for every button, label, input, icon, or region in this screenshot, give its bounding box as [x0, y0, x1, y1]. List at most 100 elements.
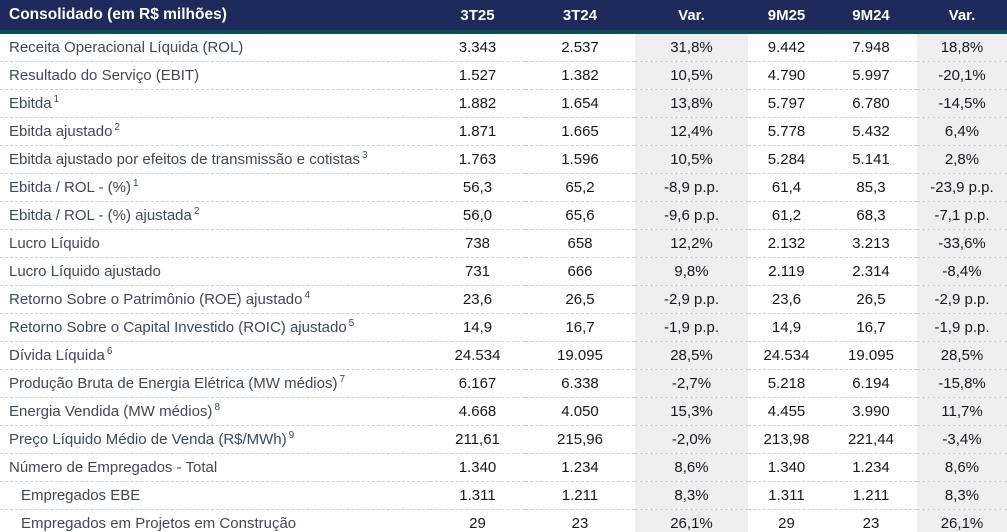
row-label: Empregados em Projetos em Construção: [0, 510, 430, 532]
value-cell: 5.432: [825, 117, 917, 146]
value-cell: 7.948: [825, 32, 917, 62]
value-cell: 5.284: [748, 145, 825, 174]
value-cell: 65,2: [525, 173, 635, 202]
row-label-text: Número de Empregados - Total: [9, 459, 218, 476]
footnote-marker: 7: [339, 374, 346, 385]
table-row: Empregados EBE 1.311 1.211 8,3% 1.311 1.211 8,…: [0, 481, 1007, 510]
column-header-var-ytd: Var.: [917, 0, 1007, 34]
row-label-text: Empregados em Projetos em Construção: [21, 515, 297, 532]
row-label-text: Dívida Líquida: [9, 347, 105, 364]
value-cell: 1.654: [525, 89, 635, 118]
value-cell: 1.596: [525, 145, 635, 174]
row-label: Número de Empregados - Total: [0, 453, 430, 482]
value-cell: 1.340: [748, 453, 825, 482]
variation-cell: 13,8%: [635, 89, 748, 118]
value-cell: 731: [430, 257, 525, 286]
row-label-text: Ebitda: [9, 95, 52, 112]
value-cell: 6.780: [825, 89, 917, 118]
value-cell: 3.343: [430, 32, 525, 62]
value-cell: 56,0: [430, 201, 525, 230]
value-cell: 1.382: [525, 61, 635, 90]
row-label: Preço Líquido Médio de Venda (R$/MWh) 9: [0, 425, 430, 454]
variation-cell: -8,4%: [917, 257, 1007, 286]
value-cell: 5.997: [825, 61, 917, 90]
column-header-3t25: 3T25: [430, 0, 525, 34]
footnote-marker: 2: [114, 122, 120, 133]
value-cell: 9.442: [748, 32, 825, 62]
variation-cell: 28,5%: [917, 341, 1007, 370]
footnote-marker: 8: [214, 402, 220, 413]
table-row: Ebitda / ROL - (%) 1 56,3 65,2 -8,9 p.p. 61,4…: [0, 173, 1007, 202]
table-row: Receita Operacional Líquida (ROL) 3.343 2.…: [0, 32, 1007, 62]
table-row: Ebitda / ROL - (%) ajustada 2 56,0 65,6 -9,6…: [0, 201, 1007, 230]
row-label: Resultado do Serviço (EBIT): [0, 61, 430, 90]
variation-cell: 10,5%: [635, 61, 748, 90]
variation-cell: -7,1 p.p.: [917, 201, 1007, 230]
value-cell: 1.311: [430, 481, 525, 510]
column-header-9m24: 9M24: [825, 0, 917, 34]
value-cell: 29: [469, 515, 486, 532]
variation-cell: -1,9 p.p.: [635, 313, 748, 342]
variation-cell: -23,9 p.p.: [917, 173, 1007, 202]
value-cell: 24.534: [748, 341, 825, 370]
variation-cell: -2,9 p.p.: [917, 285, 1007, 314]
table-row: Preço Líquido Médio de Venda (R$/MWh) 9 21…: [0, 425, 1007, 454]
value-cell: 4.668: [430, 397, 525, 426]
row-label: Lucro Líquido ajustado: [0, 257, 430, 286]
row-label: Empregados EBE: [0, 481, 430, 510]
value-cell: 23,6: [430, 285, 525, 314]
value-cell: 26,5: [825, 285, 917, 314]
row-label: Ebitda 1: [0, 89, 430, 118]
variation-cell: 26,1%: [635, 509, 748, 532]
value-cell: 1.234: [825, 453, 917, 482]
variation-cell: 8,3%: [917, 481, 1007, 510]
value-cell: 85,3: [825, 173, 917, 202]
value-cell: 4.790: [748, 61, 825, 90]
variation-cell: -1,9 p.p.: [917, 313, 1007, 342]
table-row: Ebitda ajustado por efeitos de transmiss…: [0, 145, 1007, 174]
variation-cell: 11,7%: [917, 397, 1007, 426]
value-cell: 2.314: [825, 257, 917, 286]
variation-cell: 8,6%: [917, 453, 1007, 482]
value-cell: 24.534: [430, 341, 525, 370]
row-label: Receita Operacional Líquida (ROL): [0, 32, 430, 62]
variation-cell: 31,8%: [635, 32, 748, 62]
table-header-row: Consolidado (em R$ milhões) 3T25 3T24 Va…: [0, 0, 1007, 34]
table-row: Ebitda ajustado 2 1.871 1.665 12,4% 5.778 5.43…: [0, 117, 1007, 146]
row-label-text: Lucro Líquido: [9, 235, 100, 252]
value-cell: 666: [525, 257, 635, 286]
value-cell: 19.095: [825, 341, 917, 370]
value-cell: 23: [862, 515, 880, 532]
row-label: Ebitda ajustado 2: [0, 117, 430, 146]
table-row: Retorno Sobre o Capital Investido (ROIC)…: [0, 313, 1007, 342]
value-cell: 4.455: [748, 397, 825, 426]
variation-cell: 15,3%: [635, 397, 748, 426]
footnote-marker: 1: [53, 94, 60, 105]
value-cell: 1.882: [430, 89, 525, 118]
value-cell: 5.218: [748, 369, 825, 398]
footnote-marker: 6: [106, 346, 113, 357]
value-cell: 1.763: [430, 145, 525, 174]
value-cell: 2.119: [748, 257, 825, 286]
value-cell: 1.527: [430, 61, 525, 90]
variation-cell: 6,4%: [917, 117, 1007, 146]
row-label-text: Preço Líquido Médio de Venda (R$/MWh): [9, 431, 287, 448]
table-row: Dívida Líquida 6 24.534 19.095 28,5% 24.534 19…: [0, 341, 1007, 370]
row-label: Retorno Sobre o Patrimônio (ROE) ajustad…: [0, 285, 430, 314]
footnote-marker: 3: [362, 150, 368, 161]
row-label-text: Receita Operacional Líquida (ROL): [9, 39, 244, 56]
value-cell: 1.234: [525, 453, 635, 482]
column-header-9m25: 9M25: [748, 0, 825, 34]
variation-cell: -9,6 p.p.: [635, 201, 748, 230]
table-body: Receita Operacional Líquida (ROL) 3.343 2.…: [0, 32, 1007, 532]
variation-cell: 9,8%: [635, 257, 748, 286]
footnote-marker: 2: [193, 206, 200, 217]
table-row: Ebitda 1 1.882 1.654 13,8% 5.797 6.780 -14,5%: [0, 89, 1007, 118]
variation-cell: -2,0%: [635, 425, 748, 454]
row-label: Produção Bruta de Energia Elétrica (MW m…: [0, 369, 430, 398]
variation-cell: 12,4%: [635, 117, 748, 146]
value-cell: 68,3: [825, 201, 917, 230]
value-cell: 61,4: [748, 173, 825, 202]
variation-cell: 12,2%: [635, 229, 748, 258]
